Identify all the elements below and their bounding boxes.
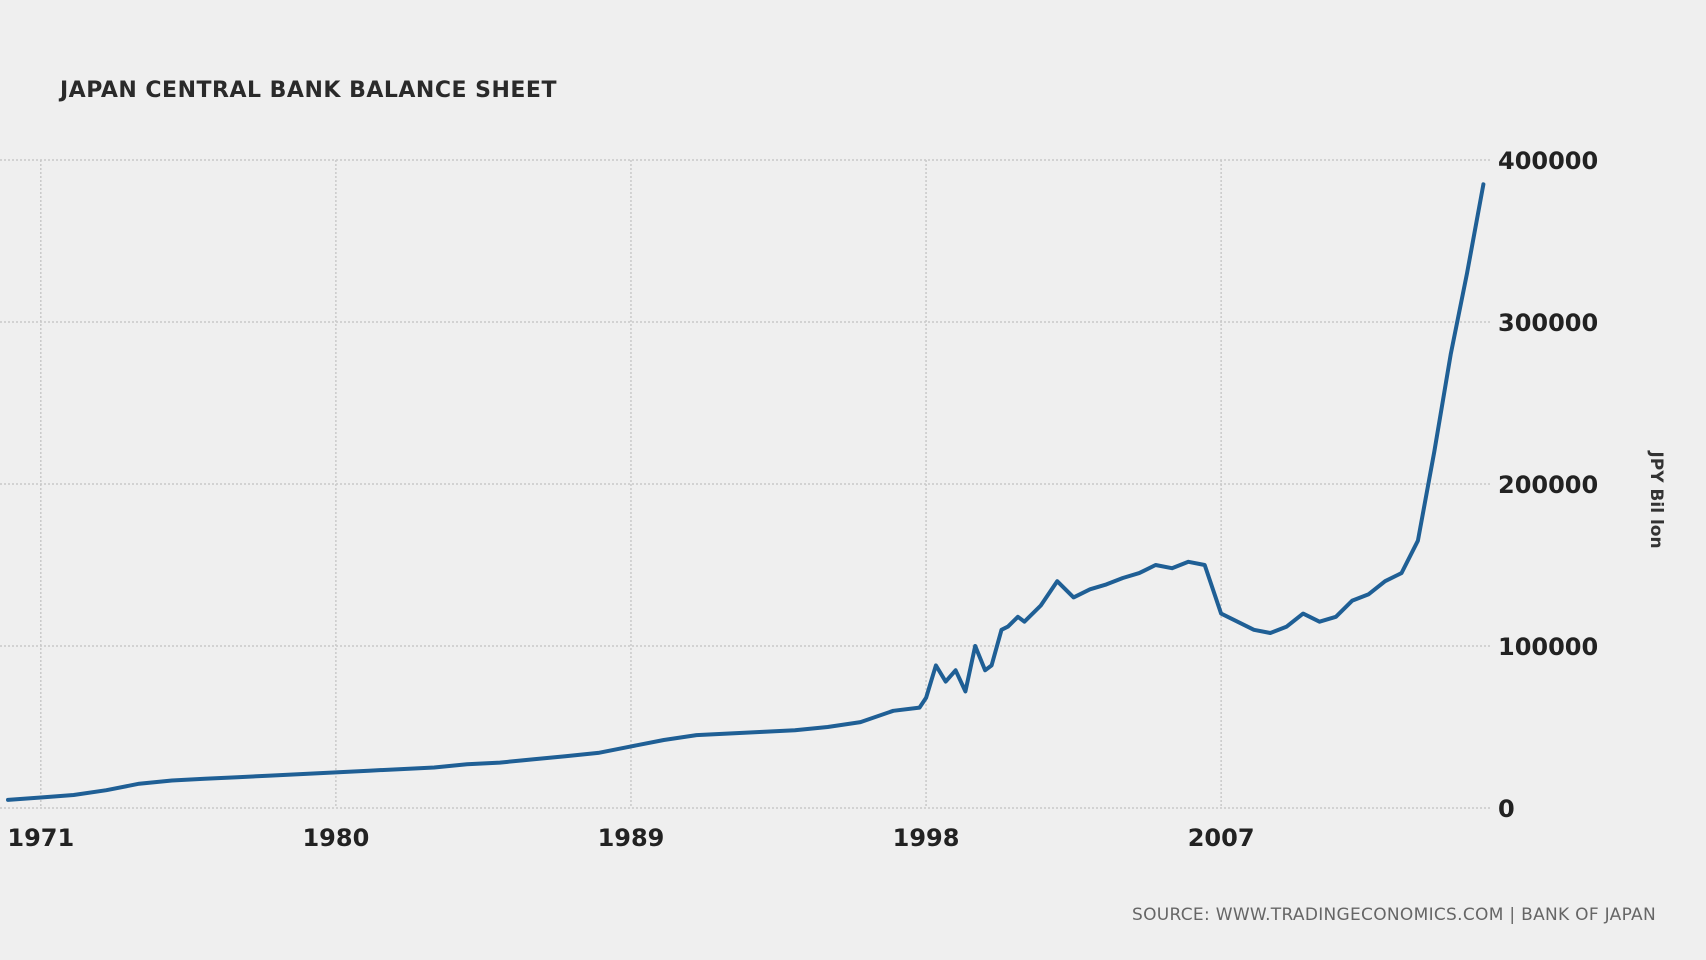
chart-title: JAPAN CENTRAL BANK BALANCE SHEET bbox=[60, 78, 557, 103]
series-line bbox=[6, 182, 1486, 802]
y-tick-label: 100000 bbox=[1498, 633, 1598, 661]
x-tick-label: 1980 bbox=[302, 824, 369, 852]
grid bbox=[0, 159, 1490, 809]
tick-labels: 0 100000 200000 300000 400000 1971 1980 1989 199… bbox=[7, 147, 1598, 852]
source-note: SOURCE: WWW.TRADINGECONOMICS.COM | BANK … bbox=[1131, 905, 1656, 925]
y-axis-label: JPY Bil lon bbox=[1646, 451, 1666, 549]
y-tick-label: 200000 bbox=[1498, 471, 1598, 499]
x-tick-label: 1989 bbox=[598, 824, 665, 852]
series-layer bbox=[6, 182, 1486, 802]
y-tick-label: 400000 bbox=[1498, 147, 1598, 175]
x-tick-label: 1998 bbox=[893, 824, 960, 852]
y-tick-label: 300000 bbox=[1498, 309, 1598, 337]
x-tick-label: 1971 bbox=[7, 824, 74, 852]
y-tick-label: 0 bbox=[1498, 795, 1515, 823]
x-tick-label: 2007 bbox=[1188, 824, 1255, 852]
